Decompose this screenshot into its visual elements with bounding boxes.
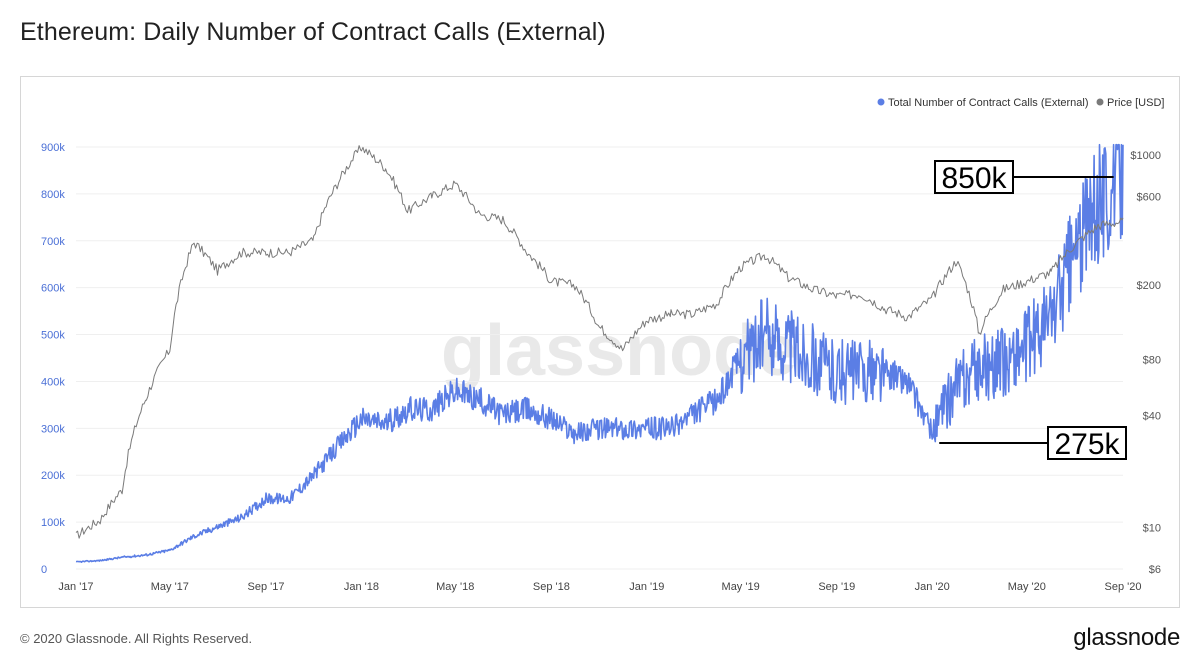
left-axis-tick-label: 100k [41, 517, 65, 529]
annotation-box [1047, 426, 1127, 460]
x-axis-tick-label: Jan '19 [629, 581, 664, 593]
left-axis-tick-label: 300k [41, 423, 65, 435]
left-axis-tick-label: 0 [41, 564, 47, 576]
price-series-line [75, 145, 1124, 539]
annotation-label: 275k [1054, 428, 1120, 461]
x-axis-tick-label: May '17 [151, 581, 189, 593]
right-axis-tick-label: $1000 [1130, 150, 1161, 162]
x-axis-tick-label: Sep '18 [533, 581, 570, 593]
right-axis-tick-label: $80 [1143, 354, 1161, 366]
x-axis-tick-label: Jan '18 [344, 581, 379, 593]
x-axis-tick-label: Sep '20 [1105, 581, 1142, 593]
left-axis-tick-label: 700k [41, 236, 65, 248]
left-axis-tick-label: 200k [41, 470, 65, 482]
annotations: 850k 275k [934, 160, 1127, 461]
grid-lines [76, 146, 1123, 570]
left-axis-tick-label: 900k [41, 142, 65, 154]
x-axis-tick-label: Jan '20 [915, 581, 950, 593]
legend-marker [1096, 98, 1104, 106]
chart-panel: glassnode 0 100k 200k 300k 400k 500k 600k 700k 8… [20, 76, 1180, 608]
copyright-text: © 2020 Glassnode. All Rights Reserved. [20, 631, 253, 646]
x-axis-tick-label: Sep '17 [248, 581, 285, 593]
right-axis-tick-label: $6 [1149, 564, 1161, 576]
annotation-box [934, 160, 1014, 194]
page-title: Ethereum: Daily Number of Contract Calls… [20, 18, 606, 46]
glassnode-logo[interactable]: glassnode [1073, 624, 1180, 651]
legend-entry-label: Total Number of Contract Calls (External… [888, 97, 1089, 109]
x-axis-tick-label: Sep '19 [818, 581, 855, 593]
right-axis-tick-label: $40 [1143, 410, 1161, 422]
right-axis-tick-label: $10 [1143, 523, 1161, 535]
left-axis-tick-label: 500k [41, 330, 65, 342]
legend[interactable]: Total Number of Contract Calls (External… [877, 97, 1165, 109]
left-axis-tick-label: 600k [41, 283, 65, 295]
x-axis-tick-label: May '18 [436, 581, 474, 593]
left-axis-tick-label: 400k [41, 376, 65, 388]
annotation-label: 850k [941, 162, 1007, 195]
right-axis-tick-label: $600 [1137, 191, 1161, 203]
left-axis-tick-label: 800k [41, 189, 65, 201]
series-group [75, 143, 1124, 563]
legend-entry-label: Price [USD] [1107, 97, 1164, 109]
right-axis-tick-label: $200 [1137, 280, 1161, 292]
legend-marker [877, 98, 885, 106]
chart-canvas: glassnode 0100k200k300k400k500k600k700k8… [41, 97, 1165, 593]
right-y-axis: $6 $10 $40 $80 $200 $600 $1000 [1130, 150, 1161, 576]
contract-calls-series-line [75, 143, 1124, 563]
x-axis-tick-label: May '20 [1008, 581, 1046, 593]
x-axis-tick-label: May '19 [722, 581, 760, 593]
x-axis-tick-label: Jan '17 [58, 581, 93, 593]
x-axis: Jan '17 May '17 Sep '17 Jan '18 May '18 Sep '… [58, 581, 1141, 593]
left-y-axis: 0 100k 200k 300k 400k 500k 600k 700k 800k 900k [41, 142, 65, 576]
